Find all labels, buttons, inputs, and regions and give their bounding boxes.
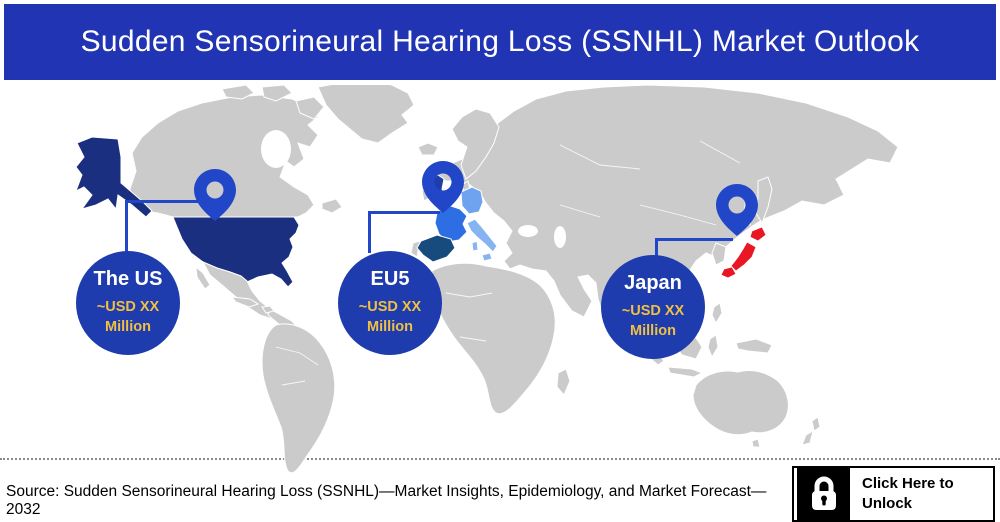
region-newfoundland	[321, 198, 343, 214]
region-australia	[692, 369, 789, 436]
eu5-marker-label: EU5	[370, 268, 410, 291]
arctic-island	[221, 85, 255, 100]
region-us-mainland	[172, 216, 300, 288]
lock-icon	[797, 468, 850, 520]
region-new-zealand	[801, 429, 814, 446]
region-canada	[129, 94, 319, 218]
japan-marker-value: ~USD XX Million	[621, 303, 685, 339]
region-japan-hokkaido	[749, 226, 767, 242]
us-connector-line	[125, 200, 128, 253]
us-marker-bubble: The US ~USD XX Million	[76, 251, 180, 355]
region-hispaniola	[261, 305, 275, 314]
region-japan-honshu	[730, 241, 757, 272]
region-madagascar	[556, 368, 571, 396]
region-japan-kyushu	[720, 266, 737, 279]
region-france	[434, 204, 468, 243]
us-location-pin-icon	[194, 169, 236, 221]
unlock-button[interactable]: Click Here to Unlock	[792, 466, 995, 522]
us-marker-label: The US	[93, 268, 163, 291]
region-scandinavia	[451, 108, 500, 180]
region-spain	[416, 234, 456, 263]
header-banner: Sudden Sensorineural Hearing Loss (SSNHL…	[4, 4, 996, 80]
region-new-guinea	[735, 338, 773, 354]
eu5-connector-line	[368, 211, 440, 214]
region-sardinia	[471, 240, 479, 252]
caspian-sea	[554, 226, 566, 248]
japan-marker-bubble: Japan ~USD XX Million	[601, 255, 705, 359]
world-map	[75, 85, 899, 474]
eu5-connector-line	[368, 211, 371, 253]
region-germany	[460, 186, 484, 215]
region-italy	[466, 218, 498, 253]
country-borders	[275, 140, 741, 386]
arctic-island	[261, 85, 293, 102]
japan-location-pin-icon	[716, 184, 758, 236]
us-connector-line	[125, 200, 199, 203]
region-tasmania	[751, 438, 761, 448]
eu5-marker-value: ~USD XX Million	[358, 299, 422, 335]
japan-connector-line	[655, 238, 733, 241]
region-new-zealand	[811, 416, 821, 432]
us-marker-value: ~USD XX Million	[96, 299, 160, 335]
region-portugal	[410, 240, 421, 258]
region-philippines	[711, 302, 723, 325]
region-africa	[431, 262, 556, 415]
footer-divider	[0, 458, 1000, 460]
region-us-alaska	[75, 136, 153, 218]
black-sea	[518, 225, 538, 237]
japan-marker-label: Japan	[624, 272, 682, 295]
region-sulawesi	[707, 334, 719, 359]
region-kamchatka	[755, 176, 773, 225]
japan-connector-line	[655, 238, 658, 257]
hudson-bay	[261, 130, 291, 168]
arctic-island	[295, 96, 325, 120]
region-korea	[711, 242, 727, 266]
source-text: Source: Sudden Sensorineural Hearing Los…	[6, 483, 767, 518]
region-baja	[195, 265, 211, 290]
region-iceland	[417, 142, 439, 156]
page-title: Sudden Sensorineural Hearing Loss (SSNHL…	[80, 25, 920, 58]
region-cuba	[230, 296, 260, 308]
region-south-america	[261, 323, 336, 474]
unlock-button-label: Click Here to Unlock	[862, 474, 954, 512]
eu5-location-pin-icon	[422, 161, 464, 213]
region-sicily	[481, 252, 493, 262]
eu5-marker-bubble: EU5 ~USD XX Million	[338, 251, 442, 355]
region-greenland	[317, 85, 415, 144]
region-java	[667, 366, 704, 378]
